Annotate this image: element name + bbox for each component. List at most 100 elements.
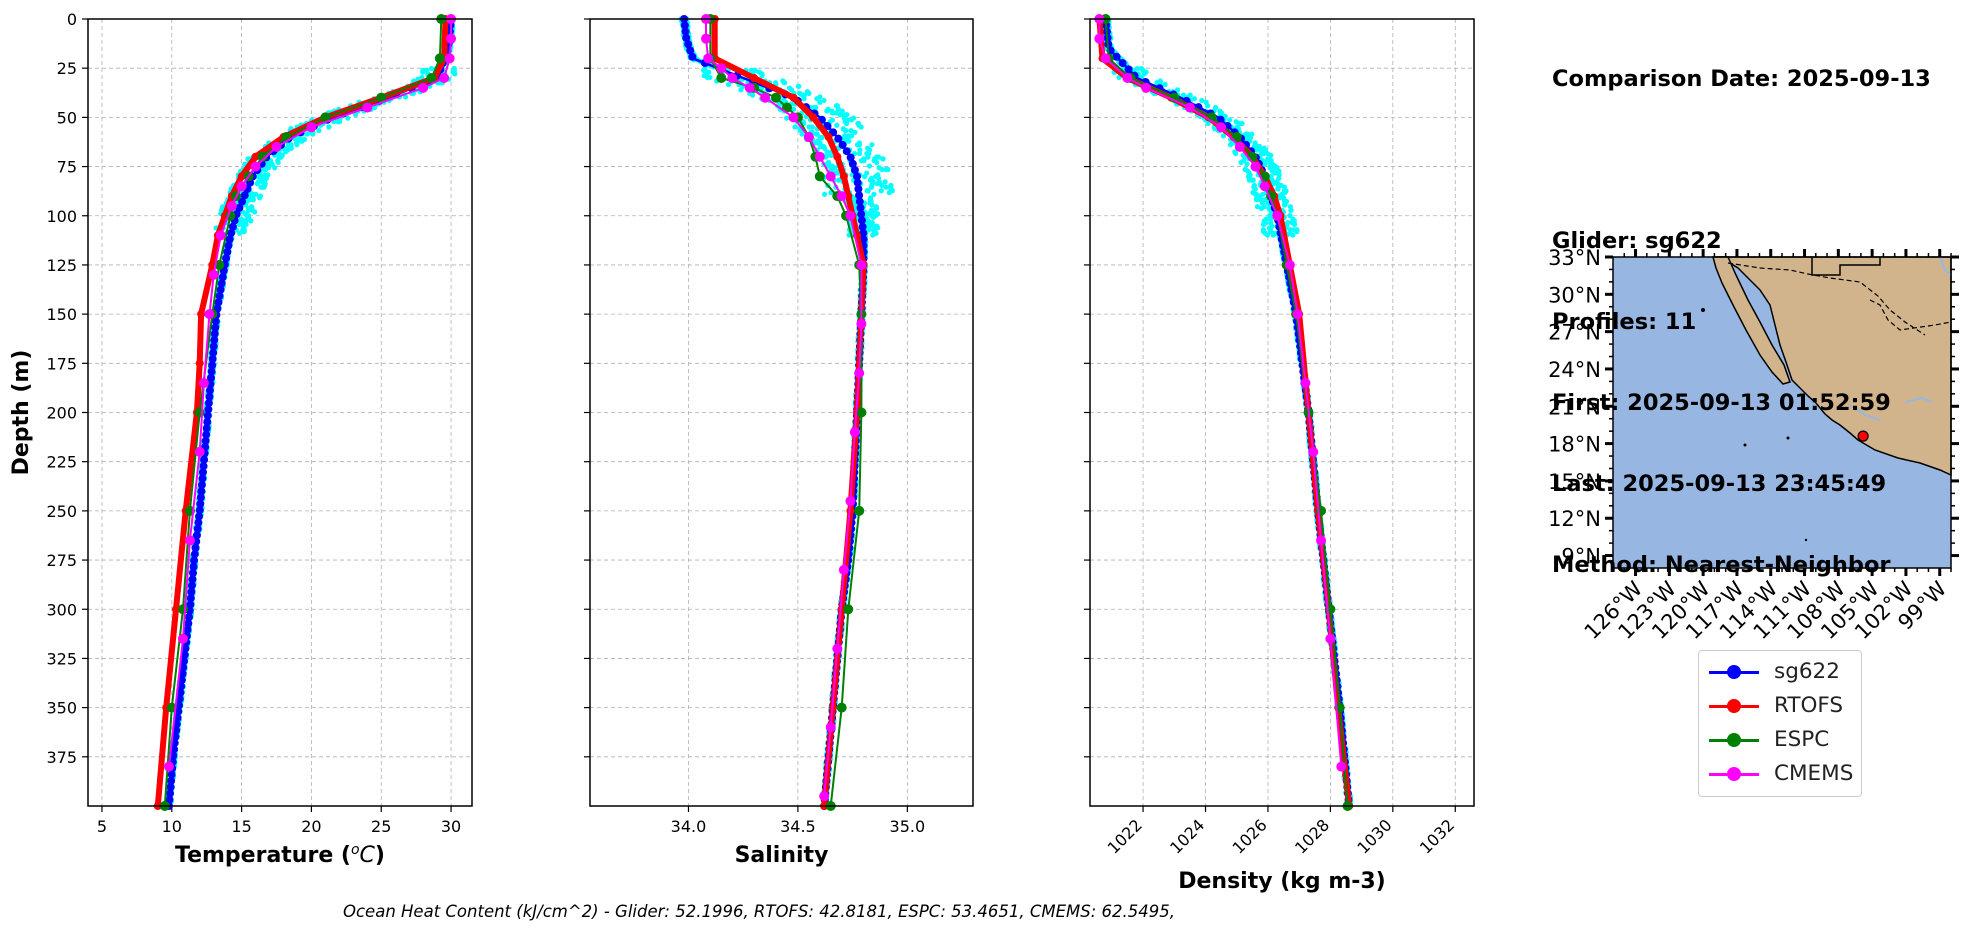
series-point-cmems — [1100, 53, 1111, 64]
raw-sample-point — [854, 142, 861, 148]
map-island — [1804, 538, 1808, 542]
series-point-cmems — [825, 722, 836, 733]
raw-sample-point — [868, 184, 875, 190]
raw-sample-point — [821, 191, 828, 197]
series-point-sg622 — [858, 222, 867, 231]
series-point-cmems — [208, 269, 219, 280]
series-point-sg622 — [834, 134, 843, 143]
x-tick-label: 1024 — [1166, 815, 1208, 857]
raw-sample-point — [866, 163, 873, 169]
series-point-rtofs — [195, 359, 204, 368]
series-point-cmems — [362, 102, 373, 113]
raw-sample-point — [870, 214, 876, 220]
raw-sample-point — [795, 83, 801, 89]
series-point-sg622 — [202, 430, 211, 439]
series-point-espc — [320, 112, 331, 123]
series-point-sg622 — [208, 361, 217, 370]
series-point-sg622 — [680, 21, 689, 30]
series-point-sg622 — [199, 462, 208, 471]
raw-sample-point — [726, 81, 732, 88]
raw-sample-point — [1260, 150, 1267, 157]
series-point-sg622 — [854, 184, 863, 193]
raw-sample-point — [1253, 197, 1260, 203]
series-point-sg622 — [848, 159, 857, 168]
y-tick-label: 200 — [46, 404, 77, 423]
raw-sample-point — [856, 150, 863, 157]
series-point-sg622 — [180, 650, 189, 659]
series-point-sg622 — [209, 348, 218, 357]
raw-sample-point — [263, 166, 269, 173]
series-point-rtofs — [251, 152, 260, 161]
series-point-sg622 — [188, 575, 197, 584]
series-point-sg622 — [215, 292, 224, 301]
x-tick-label: 10 — [162, 817, 182, 836]
x-tick-label: 1026 — [1229, 815, 1271, 857]
x-axis-label-part: ) — [375, 843, 385, 868]
raw-sample-point — [814, 96, 820, 102]
series-point-sg622 — [195, 512, 204, 521]
series-point-sg622 — [223, 247, 232, 256]
series-point-rtofs — [824, 133, 833, 142]
raw-sample-point — [815, 140, 821, 146]
raw-sample-point — [1254, 147, 1260, 153]
series-point-sg622 — [684, 40, 693, 49]
x-tick-label: 25 — [371, 817, 391, 836]
series-point-sg622 — [842, 147, 851, 156]
raw-sample-point — [791, 106, 797, 112]
last-time: Last: 2025-09-13 23:45:49 — [1552, 471, 1887, 497]
raw-sample-point — [1290, 232, 1296, 238]
series-point-sg622 — [1112, 52, 1121, 61]
map-river — [1849, 404, 1881, 421]
raw-sample-point — [252, 209, 258, 215]
x-tick-label: 34.5 — [780, 817, 816, 836]
series-point-cmems — [1272, 210, 1283, 221]
series-point-cmems — [194, 446, 205, 457]
series-point-sg622 — [189, 562, 198, 571]
series-point-sg622 — [686, 46, 695, 55]
series-point-sg622 — [167, 770, 176, 779]
legend-marker — [1727, 767, 1741, 781]
series-point-sg622 — [205, 392, 214, 401]
series-point-sg622 — [208, 354, 217, 363]
series-point-sg622 — [165, 795, 174, 804]
series-point-cmems — [444, 53, 455, 64]
raw-sample-point — [858, 124, 864, 130]
raw-sample-point — [272, 165, 278, 171]
raw-sample-point — [828, 152, 834, 158]
raw-sample-point — [1141, 71, 1147, 77]
series-point-cmems — [1292, 309, 1303, 320]
series-point-rtofs — [833, 152, 842, 161]
raw-sample-point — [1261, 221, 1267, 228]
glider-location-marker — [1857, 430, 1869, 442]
series-point-cmems — [271, 141, 282, 152]
series-point-sg622 — [682, 33, 691, 42]
legend-marker — [1727, 665, 1741, 679]
raw-sample-point — [278, 154, 284, 160]
series-point-cmems — [836, 191, 847, 202]
x-axis-label: Temperature (oC) — [175, 842, 385, 868]
series-point-sg622 — [210, 329, 219, 338]
series-point-sg622 — [202, 424, 211, 433]
series-point-cmems — [845, 210, 856, 221]
raw-sample-point — [420, 69, 426, 75]
raw-sample-point — [869, 202, 875, 208]
series-point-sg622 — [855, 197, 864, 206]
raw-sample-point — [829, 110, 836, 116]
x-tick-label: 5 — [97, 817, 107, 836]
series-point-cmems — [1316, 535, 1327, 546]
raw-sample-point — [1270, 232, 1276, 238]
series-point-sg622 — [190, 556, 199, 565]
raw-sample-point — [883, 184, 889, 190]
raw-sample-point — [866, 227, 872, 233]
series-point-sg622 — [201, 436, 210, 445]
series-point-sg622 — [173, 713, 182, 722]
series-point-sg622 — [859, 229, 868, 238]
series-point-cmems — [1284, 259, 1295, 270]
series-point-sg622 — [178, 669, 187, 678]
series-point-espc — [856, 407, 867, 418]
series-point-cmems — [236, 181, 247, 192]
series-point-cmems — [198, 377, 209, 388]
raw-sample-point — [811, 104, 817, 111]
series-point-sg622 — [186, 600, 195, 609]
